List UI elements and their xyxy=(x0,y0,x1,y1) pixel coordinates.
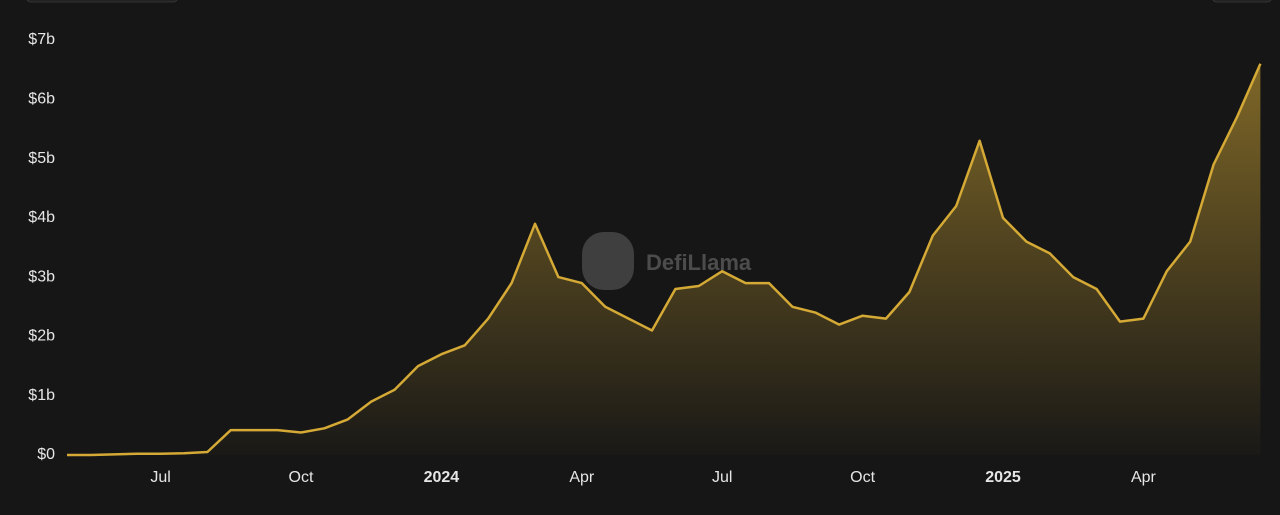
area-fill xyxy=(67,63,1261,455)
y-tick-label: $4b xyxy=(28,209,55,226)
x-tick-label: 2024 xyxy=(424,469,460,486)
x-tick-label: Apr xyxy=(1131,469,1157,486)
x-tick-label: Jul xyxy=(712,469,732,486)
x-tick-label: 2025 xyxy=(985,469,1021,486)
y-tick-label: $5b xyxy=(28,150,55,167)
toolbar-button[interactable] xyxy=(1212,0,1272,3)
watermark-logo xyxy=(582,232,634,290)
y-tick-label: $3b xyxy=(28,268,55,285)
y-tick-label: $0 xyxy=(37,446,55,463)
x-tick-label: Apr xyxy=(569,469,595,486)
watermark: DefiLlama xyxy=(582,232,752,290)
y-tick-label: $6b xyxy=(28,91,55,108)
y-tick-label: $2b xyxy=(28,328,55,345)
line xyxy=(67,63,1262,457)
x-tick-label: Oct xyxy=(850,469,875,486)
y-tick-label: $7b xyxy=(28,31,55,48)
toolbar-button[interactable] xyxy=(26,0,178,3)
x-tick-label: Oct xyxy=(289,469,314,486)
watermark-text: DefiLlama xyxy=(646,250,752,275)
y-tick-label: $1b xyxy=(28,387,55,404)
x-tick-label: Jul xyxy=(150,469,170,486)
